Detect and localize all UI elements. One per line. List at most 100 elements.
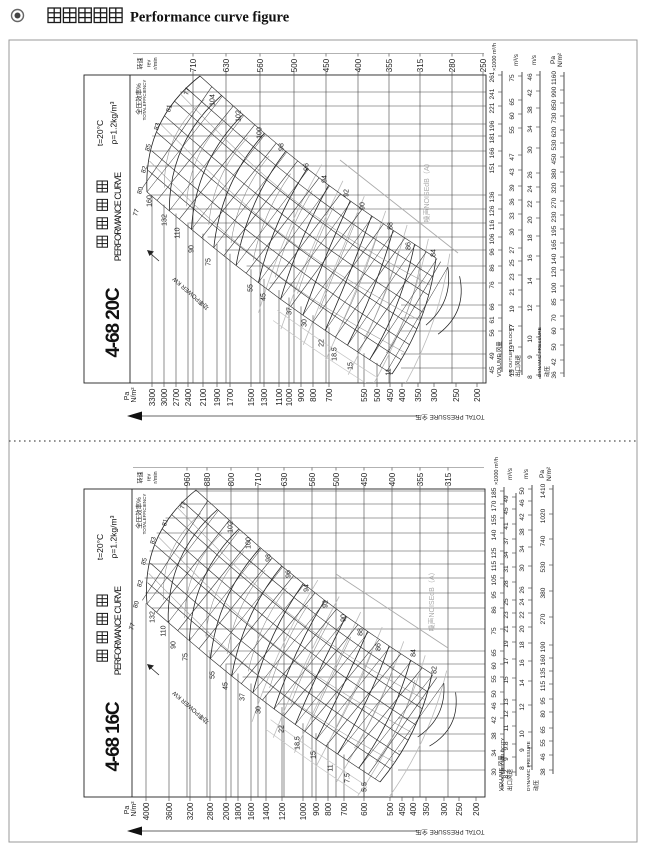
- svg-text:77: 77: [183, 87, 192, 96]
- svg-text:1300: 1300: [260, 388, 269, 406]
- svg-text:630: 630: [222, 58, 231, 72]
- svg-text:315: 315: [444, 472, 453, 486]
- svg-text:98: 98: [279, 143, 286, 151]
- svg-text:850: 850: [551, 99, 558, 110]
- svg-text:38: 38: [540, 768, 547, 776]
- svg-text:38: 38: [519, 528, 526, 536]
- svg-text:620: 620: [551, 126, 558, 137]
- svg-text:46: 46: [491, 702, 498, 710]
- svg-text:136: 136: [489, 191, 496, 202]
- svg-text:AIR OUTLET VELOCITY: AIR OUTLET VELOCITY: [508, 323, 514, 377]
- svg-text:104: 104: [210, 94, 217, 106]
- svg-text:600: 600: [360, 802, 369, 816]
- svg-text:1000: 1000: [299, 802, 308, 820]
- svg-text:全压效率%: 全压效率%: [134, 83, 143, 115]
- svg-text:8.2: 8.2: [503, 769, 510, 778]
- svg-text:92: 92: [344, 189, 351, 197]
- svg-text:80: 80: [132, 600, 141, 609]
- svg-text:250: 250: [455, 802, 464, 816]
- svg-text:TOTAL PRESSURE 全压: TOTAL PRESSURE 全压: [416, 413, 485, 421]
- svg-text:rev: rev: [147, 473, 153, 481]
- svg-text:380: 380: [551, 168, 558, 179]
- svg-text:14: 14: [519, 679, 526, 687]
- svg-text:t=20°C: t=20°C: [95, 120, 105, 146]
- svg-text:550: 550: [360, 388, 369, 402]
- svg-text:500: 500: [290, 58, 299, 72]
- svg-text:350: 350: [422, 802, 431, 816]
- svg-text:100: 100: [551, 282, 558, 293]
- svg-text:300: 300: [430, 388, 439, 402]
- svg-text:39: 39: [509, 184, 516, 192]
- svg-text:36: 36: [509, 198, 516, 206]
- svg-text:15: 15: [509, 345, 516, 353]
- svg-text:VOLUME 风量: VOLUME 风量: [498, 755, 505, 791]
- svg-text:1410: 1410: [540, 483, 547, 498]
- svg-text:86: 86: [406, 242, 413, 250]
- svg-text:1020: 1020: [540, 508, 547, 523]
- svg-text:350: 350: [414, 388, 423, 402]
- svg-text:800: 800: [324, 802, 333, 816]
- svg-text:Pa: Pa: [124, 392, 131, 401]
- svg-text:85: 85: [144, 143, 153, 152]
- svg-text:61: 61: [489, 316, 496, 324]
- svg-text:34: 34: [503, 551, 510, 559]
- svg-text:15: 15: [311, 751, 318, 759]
- svg-text:730: 730: [551, 112, 558, 123]
- svg-text:230: 230: [551, 211, 558, 222]
- svg-text:18: 18: [519, 641, 526, 649]
- svg-text:22: 22: [279, 725, 286, 733]
- svg-text:30: 30: [519, 564, 526, 572]
- svg-text:98: 98: [266, 554, 273, 562]
- svg-text:1900: 1900: [213, 388, 222, 406]
- svg-text:24: 24: [519, 598, 526, 606]
- svg-text:170: 170: [491, 500, 498, 511]
- svg-text:30: 30: [509, 228, 516, 236]
- svg-text:90: 90: [341, 614, 348, 622]
- svg-text:560: 560: [256, 58, 265, 72]
- svg-text:47: 47: [509, 153, 516, 161]
- svg-text:PERFORMANCE CURVE: PERFORMANCE CURVE: [113, 172, 123, 261]
- svg-text:96: 96: [489, 248, 496, 256]
- svg-text:VOLUME 风量: VOLUME 风量: [496, 341, 503, 377]
- svg-text:22: 22: [519, 611, 526, 619]
- svg-text:36: 36: [551, 371, 558, 379]
- svg-text:60: 60: [491, 662, 498, 670]
- svg-text:450: 450: [360, 472, 369, 486]
- svg-text:77: 77: [128, 622, 137, 631]
- svg-text:30: 30: [256, 706, 263, 714]
- svg-text:200: 200: [473, 388, 482, 402]
- svg-text:46: 46: [519, 499, 526, 507]
- svg-text:270: 270: [540, 613, 547, 624]
- svg-text:17: 17: [503, 657, 510, 665]
- svg-text:21: 21: [509, 288, 516, 296]
- svg-text:450: 450: [398, 802, 407, 816]
- svg-text:26: 26: [527, 171, 534, 179]
- svg-text:ρ=1.2kg/m³: ρ=1.2kg/m³: [109, 101, 119, 144]
- svg-text:出口风速: 出口风速: [514, 354, 522, 377]
- svg-text:116: 116: [489, 219, 496, 230]
- svg-text:530: 530: [540, 561, 547, 572]
- svg-text:132: 132: [150, 611, 157, 623]
- svg-text:82: 82: [136, 579, 145, 588]
- svg-text:31: 31: [503, 565, 510, 573]
- svg-text:500: 500: [386, 802, 395, 816]
- svg-text:N/m²: N/m²: [546, 466, 553, 481]
- svg-text:880: 880: [203, 472, 212, 486]
- svg-text:135: 135: [540, 667, 547, 678]
- svg-text:噪声NOISEdB（A）: 噪声NOISEdB（A）: [427, 568, 436, 631]
- svg-text:160: 160: [147, 195, 154, 207]
- svg-text:81: 81: [161, 518, 170, 527]
- svg-text:1500: 1500: [247, 388, 256, 406]
- svg-text:75: 75: [509, 74, 516, 82]
- svg-text:560: 560: [308, 472, 317, 486]
- svg-text:41: 41: [503, 522, 510, 530]
- svg-text:33: 33: [509, 212, 516, 220]
- svg-text:700: 700: [325, 388, 334, 402]
- svg-text:1000: 1000: [285, 388, 294, 406]
- svg-text:7.5: 7.5: [345, 773, 352, 783]
- svg-text:55: 55: [509, 126, 516, 134]
- svg-text:95: 95: [540, 697, 547, 705]
- svg-text:380: 380: [540, 587, 547, 598]
- svg-text:m³/s: m³/s: [514, 54, 520, 66]
- svg-text:65: 65: [540, 726, 547, 734]
